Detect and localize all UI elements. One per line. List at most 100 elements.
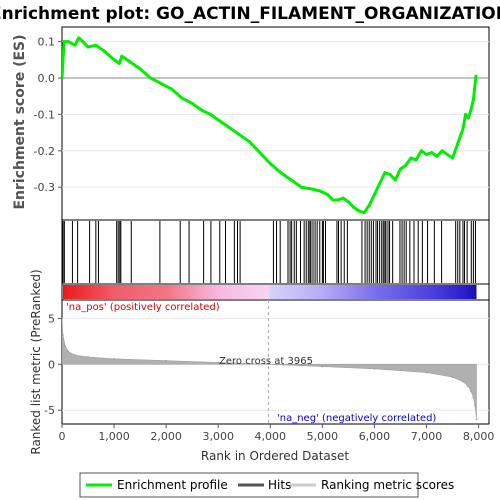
enrichment-profile-point xyxy=(331,198,335,202)
es-tick-label: -0.1 xyxy=(34,108,55,121)
chart-title: Enrichment plot: GO_ACTIN_FILAMENT_ORGAN… xyxy=(0,4,500,24)
es-tick-label: -0.2 xyxy=(34,145,55,158)
metric-tick-label: 0 xyxy=(48,358,55,371)
enrichment-profile-point xyxy=(464,112,468,116)
hit-markers xyxy=(62,221,476,283)
x-tick-label: 4,000 xyxy=(255,430,287,443)
enrichment-profile-point xyxy=(456,142,460,146)
enrichment-profile-point xyxy=(367,203,371,207)
enrichment-profile-point xyxy=(425,152,429,156)
metric-y-axis: 5 0 -5 xyxy=(44,312,62,417)
enrichment-profile-point xyxy=(398,167,402,171)
ranking-heatbar xyxy=(63,285,477,299)
x-axis-title: Rank in Ordered Dataset xyxy=(201,449,349,463)
es-panel-frame xyxy=(61,26,490,221)
legend-label-enrichment-profile: Enrichment profile xyxy=(117,478,228,492)
es-y-axis: 0.1 0.0 -0.1 -0.2 -0.3 xyxy=(34,36,62,194)
ranking-metric-point xyxy=(113,357,115,360)
ranking-metric-points xyxy=(62,317,478,421)
ranking-metric-point xyxy=(74,354,76,356)
enrichment-profile-point xyxy=(159,81,163,85)
enrichment-profile-point xyxy=(169,87,173,91)
zero-cross-label: Zero cross at 3965 xyxy=(219,356,313,367)
enrichment-profile-point xyxy=(86,45,90,49)
enrichment-profile-point xyxy=(357,209,361,213)
x-tick-label: 1,000 xyxy=(98,430,130,443)
x-tick-label: 6,000 xyxy=(359,430,391,443)
metric-x-axis: 0 1,000 2,000 3,000 4,000 5,000 6,000 7,000 8,00… xyxy=(59,424,495,443)
ranking-metric-point xyxy=(217,361,220,364)
enrichment-profile-point xyxy=(258,151,262,155)
x-tick-label: 8,000 xyxy=(463,430,495,443)
ranking-metric-point xyxy=(451,376,454,378)
enrichment-profile-point xyxy=(419,149,423,153)
enrichment-profile-point xyxy=(474,74,478,78)
enrichment-profile-point xyxy=(120,54,124,58)
enrichment-profile-point xyxy=(393,178,397,182)
enrichment-profile-point xyxy=(268,162,272,166)
enrichment-profile-point xyxy=(138,67,142,71)
enrichment-profile-point xyxy=(300,185,304,189)
enrichment-profile-point xyxy=(341,196,345,200)
hits-panel-frame xyxy=(61,219,490,285)
x-tick-label: 0 xyxy=(59,430,66,443)
enrichment-profile-point xyxy=(372,193,376,197)
enrichment-profile-point xyxy=(102,49,106,53)
es-tick-label: 0.1 xyxy=(38,36,56,49)
enrichment-profile-line xyxy=(62,36,478,215)
enrichment-profile-point xyxy=(62,40,66,44)
enrichment-profile-point xyxy=(336,198,340,202)
enrichment-profile-point xyxy=(414,158,418,162)
ranking-metric-point xyxy=(373,368,376,370)
enrichment-profile-point xyxy=(94,43,98,47)
enrichment-profile-point xyxy=(149,76,153,80)
enrichment-profile-point xyxy=(435,154,439,158)
ranking-metric-point xyxy=(64,345,66,347)
enrichment-profile-point xyxy=(77,36,81,40)
enrichment-profile-point xyxy=(73,43,77,47)
enrichment-profile-points xyxy=(62,36,478,215)
ranking-metric-point xyxy=(475,418,478,421)
enrichment-profile-point xyxy=(352,205,356,209)
ranking-metric-point xyxy=(62,317,63,320)
enrichment-profile-point xyxy=(62,76,64,80)
heatbar-gradient xyxy=(63,285,477,299)
enrichment-profile-point xyxy=(318,189,322,193)
ranking-metric-point xyxy=(462,380,464,383)
enrichment-profile-point xyxy=(279,171,283,175)
enrichment-profile-point xyxy=(81,40,85,44)
enrichment-profile-point xyxy=(180,96,184,100)
ranking-metric-point xyxy=(62,334,64,336)
x-tick-label: 7,000 xyxy=(411,430,443,443)
enrichment-profile-point xyxy=(346,200,350,204)
x-tick-label: 3,000 xyxy=(202,430,234,443)
enrichment-profile-point xyxy=(362,211,366,215)
na-neg-label: 'na_neg' (negatively correlated) xyxy=(277,413,436,424)
enrichment-profile-point xyxy=(388,172,392,176)
enrichment-profile-point xyxy=(208,112,212,116)
enrichment-profile-point xyxy=(469,109,473,113)
legend-label-ranking-metric-scores: Ranking metric scores xyxy=(321,478,454,492)
ranking-metric-point xyxy=(467,385,469,388)
metric-tick-label: -5 xyxy=(44,404,55,417)
enrichment-profile-point xyxy=(451,156,455,160)
enrichment-profile-point xyxy=(247,140,251,144)
ranking-metric-point xyxy=(67,350,70,353)
enrichment-profile-point xyxy=(289,178,293,182)
enrichment-profile-point xyxy=(216,118,220,122)
ranking-metric-point xyxy=(267,363,270,366)
enrichment-profile-point xyxy=(237,132,241,136)
enrichment-profile-point xyxy=(430,151,434,155)
enrichment-profile-point xyxy=(326,193,330,197)
x-tick-label: 5,000 xyxy=(307,430,339,443)
enrichment-profile-point xyxy=(117,61,121,65)
enrichment-profile-point xyxy=(471,98,475,102)
es-tick-label: 0.0 xyxy=(38,72,56,85)
enrichment-profile-point xyxy=(404,163,408,167)
na-pos-label: 'na_pos' (positively correlated) xyxy=(66,302,220,313)
ranking-metric-point xyxy=(321,365,324,368)
enrichment-profile-point xyxy=(227,125,231,129)
ranking-metric-point xyxy=(472,396,475,399)
enrichment-profile-point xyxy=(128,60,132,64)
